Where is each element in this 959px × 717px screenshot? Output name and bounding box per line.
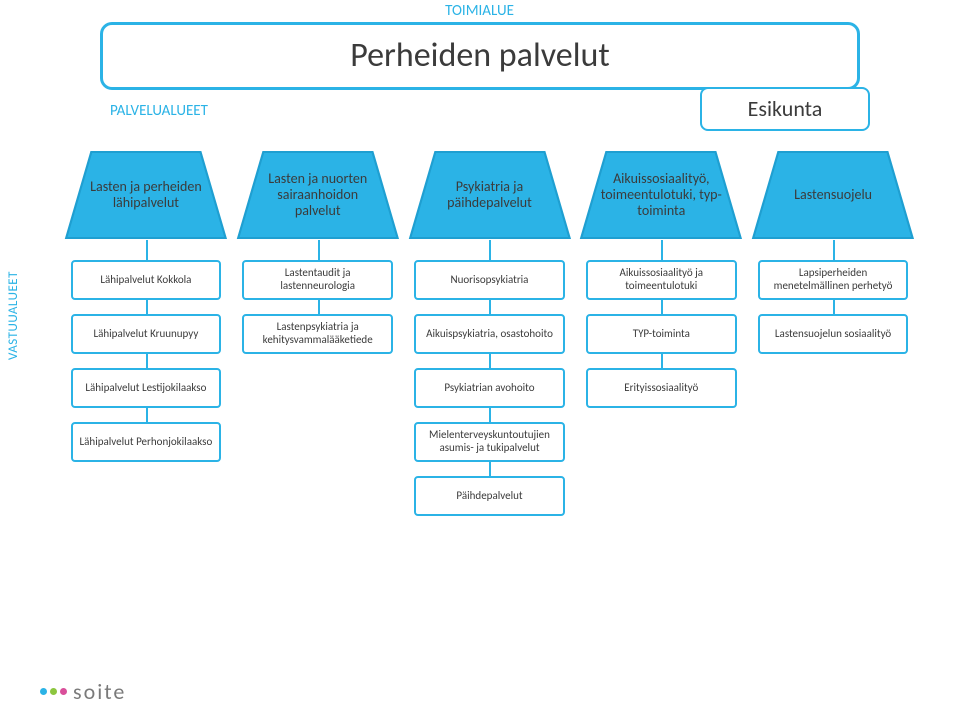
service-area-4: Lastensuojelu: [751, 150, 915, 240]
service-area-2: Psykiatria ja päihdepalvelut: [408, 150, 572, 240]
logo-dot-3: [60, 688, 67, 695]
subbox: Erityissosiaalityö: [586, 368, 737, 408]
subbox: Lähipalvelut Perhonjokilaakso: [71, 422, 222, 462]
column-1: Lastentaudit ja lastenneurologia Lastenps…: [236, 260, 400, 530]
subbox: Psykiatrian avohoito: [414, 368, 565, 408]
columns-container: Lähipalvelut Kokkola Lähipalvelut Kruunup…: [60, 260, 919, 530]
page-title: Perheiden palvelut: [100, 22, 860, 90]
service-area-3: Aikuis­sosiaalityö, toimeentulo­tuki, ty…: [579, 150, 743, 240]
service-area-label: Psykiatria ja päihdepalvelut: [408, 150, 572, 240]
service-area-label: Aikuis­sosiaalityö, toimeentulo­tuki, ty…: [579, 150, 743, 240]
palvelualueet-label: PALVELUALUEET: [110, 102, 208, 120]
logo-dot-2: [50, 688, 57, 695]
service-area-row: Lasten ja perheiden lähipalvelutLasten j…: [60, 150, 919, 240]
service-area-1: Lasten ja nuorten sairaanhoidon palvelut: [236, 150, 400, 240]
subbox: Lähipalvelut Lestijokilaakso: [71, 368, 222, 408]
service-area-label: Lastensuojelu: [751, 150, 915, 240]
logo-dots: [40, 688, 67, 695]
column-4: Lapsiperheiden menetelmällinen perhetyö L…: [751, 260, 915, 530]
subbox: Lapsiperheiden menetelmällinen perhetyö: [758, 260, 909, 300]
subbox: Aikuispsykiatria, osastohoito: [414, 314, 565, 354]
vastuualueet-label: VASTUUALUEET: [6, 271, 21, 360]
subbox: Päihdepalvelut: [414, 476, 565, 516]
service-area-0: Lasten ja perheiden lähipalvelut: [64, 150, 228, 240]
subbox: Lastensuojelun sosiaalityö: [758, 314, 909, 354]
logo-dot-1: [40, 688, 47, 695]
service-area-label: Lasten ja nuorten sairaanhoidon palvelut: [236, 150, 400, 240]
subbox: Mielenterveys­kuntoutujien asumis- ja tu…: [414, 422, 565, 462]
esikunta-box: Esikunta: [700, 87, 870, 131]
column-2: Nuorisopsykiatria Aikuispsykiatria, osast…: [408, 260, 572, 530]
subbox: Aikuissosiaalityö ja toimeentulotuki: [586, 260, 737, 300]
service-area-label: Lasten ja perheiden lähipalvelut: [64, 150, 228, 240]
toimialue-label: TOIMIALUE: [0, 0, 959, 20]
column-0: Lähipalvelut Kokkola Lähipalvelut Kruunup…: [64, 260, 228, 530]
logo: soite: [40, 678, 126, 705]
subbox: Lähipalvelut Kruunupyy: [71, 314, 222, 354]
subbox: Nuorisopsykiatria: [414, 260, 565, 300]
subbox: Lastenpsykiatria ja kehitysvamma­lääketi…: [242, 314, 393, 354]
subbox: Lähipalvelut Kokkola: [71, 260, 222, 300]
subbox: TYP-toiminta: [586, 314, 737, 354]
column-3: Aikuissosiaalityö ja toimeentulotuki TYP-…: [579, 260, 743, 530]
subbox: Lastentaudit ja lastenneurologia: [242, 260, 393, 300]
logo-text: soite: [73, 678, 126, 705]
